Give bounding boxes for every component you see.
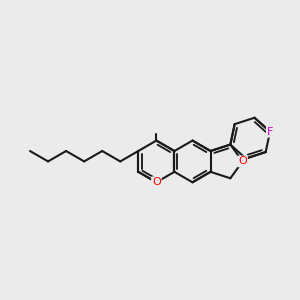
Text: O: O (152, 177, 161, 187)
Text: F: F (267, 127, 273, 137)
Text: O: O (238, 156, 247, 167)
